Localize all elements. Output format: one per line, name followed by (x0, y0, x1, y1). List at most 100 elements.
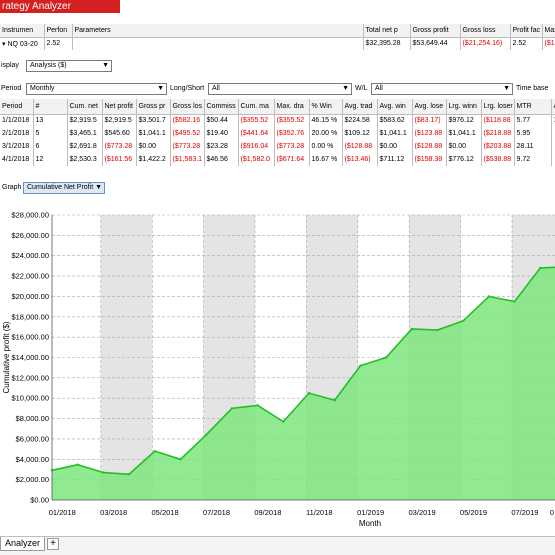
window-title: rategy Analyzer (0, 0, 120, 13)
period-cell: $1,422.2 (136, 153, 171, 166)
y-tick-label: $8,000.00 (16, 414, 49, 423)
period-header-cell[interactable]: Lrg. winn (446, 99, 482, 115)
header-gross-profit[interactable]: Gross profit (410, 24, 461, 38)
wl-select[interactable]: All ▼ (371, 83, 513, 95)
x-tick-label: 03/2018 (100, 508, 127, 517)
period-header-cell[interactable]: Gross los (170, 99, 205, 115)
period-cell: $583.62 (377, 114, 413, 127)
profit-factor-cell: 2.52 (510, 37, 543, 50)
period-cell: $1,041.1 (446, 127, 482, 140)
period-header-cell[interactable]: # (33, 99, 68, 115)
period-row[interactable]: 3/1/2018 6 $2,691.8 ($773.28 $0.00 ($773.28 $2… (0, 140, 555, 153)
header-performance[interactable]: Perfon (44, 24, 73, 38)
period-cell: $0.00 (446, 140, 482, 153)
period-cell: $19.40 (204, 127, 239, 140)
y-tick-label: $18,000.00 (11, 312, 49, 321)
graph-row: Graph Cumulative Net Profit ▼ (0, 182, 555, 195)
period-header-cell[interactable]: Avg. trad (342, 99, 378, 115)
y-tick-label: $14,000.00 (11, 353, 49, 362)
period-header-cell[interactable]: Avg. win (377, 99, 413, 115)
instrument-header-row: Instrumen Perfon Parameters Total net p … (0, 24, 555, 38)
header-parameters[interactable]: Parameters (72, 24, 364, 38)
instrument-row[interactable]: ▾ NQ 03-20 2.52 $32,395.28 $53,649.44 ($… (0, 37, 555, 50)
y-tick-label: $20,000.00 (11, 292, 49, 301)
period-header-cell[interactable]: % Win (309, 99, 343, 115)
period-header-cell[interactable]: MTR (514, 99, 552, 115)
chart-svg: $0.00 $2,000.00 $4,000.00 $6,000.00 $8,000.0… (2, 211, 555, 528)
graph-select-value: Cumulative Net Profit (27, 184, 94, 191)
period-cell: ($495.52 (170, 127, 205, 140)
period-header-cell[interactable]: Avg. lose (412, 99, 447, 115)
period-header-row: Period # Cum. net Net profit Gross pr Gross l… (0, 99, 555, 115)
header-total-net[interactable]: Total net p (363, 24, 411, 38)
period-cell: $0.00 (377, 140, 413, 153)
y-tick-label: $6,000.00 (16, 434, 49, 443)
title-bar-background (120, 0, 555, 13)
timebase-label: Time base (516, 85, 549, 92)
period-cell: 1 (551, 114, 555, 127)
tab-analyzer[interactable]: Analyzer (0, 537, 46, 551)
header-max[interactable]: Max. (542, 24, 555, 38)
period-cell: ($83.17) (412, 114, 447, 127)
period-header-cell[interactable]: Max. dra (274, 99, 310, 115)
x-tick-label: 07/2018 (203, 508, 230, 517)
header-instrument[interactable]: Instrumen (0, 24, 45, 38)
x-tick-label: 07/2019 (511, 508, 538, 517)
wl-label: W/L (355, 85, 368, 92)
x-tick-label: 01/2019 (357, 508, 384, 517)
period-select[interactable]: Monthly ▼ (26, 83, 167, 95)
graph-select[interactable]: Cumulative Net Profit ▼ (23, 182, 105, 194)
data-point (256, 404, 259, 407)
period-cell (551, 127, 555, 140)
period-cell: $50.44 (204, 114, 239, 127)
data-point (307, 391, 311, 395)
period-cell: $776.12 (446, 153, 482, 166)
graph-label: Graph (2, 184, 22, 191)
period-cell: $1,041.1 (377, 127, 413, 140)
data-point (410, 327, 413, 331)
period-header-cell[interactable]: Ave (551, 99, 555, 115)
period-header-cell[interactable]: Net profit (102, 99, 137, 115)
period-cell: ($538.88 (481, 153, 515, 166)
period-cell: 4/1/2018 (0, 153, 34, 166)
period-cell: 16.67 % (309, 153, 343, 166)
period-cell: ($916.04 (238, 140, 275, 153)
period-header-cell[interactable]: Commiss (204, 99, 239, 115)
row-expander-icon[interactable]: ▾ (2, 40, 8, 48)
data-point (127, 473, 131, 476)
period-cell: ($158.38 (412, 153, 447, 166)
period-cell: ($773.28 (274, 140, 310, 153)
y-tick-label: $16,000.00 (11, 333, 49, 342)
header-gross-loss[interactable]: Gross loss (460, 24, 511, 38)
period-header-cell[interactable]: Period (0, 99, 34, 115)
data-point (102, 471, 105, 474)
y-tick-label: $24,000.00 (11, 251, 49, 260)
period-cell: ($203.88 (481, 140, 515, 153)
display-select[interactable]: Analysis ($) ▼ (26, 60, 112, 72)
longshort-select[interactable]: All ▼ (208, 83, 352, 95)
period-cell: $3,501.7 (136, 114, 171, 127)
data-point (282, 420, 285, 423)
period-row[interactable]: 4/1/2018 12 $2,530.3 ($161.56 $1,422.2 ($1,58… (0, 153, 555, 166)
period-cell: 9.72 (514, 153, 552, 166)
period-cell: ($1,583.1 (170, 153, 205, 166)
period-cell: ($128.88 (412, 140, 447, 153)
period-header-cell[interactable]: Lrg. loser (481, 99, 515, 115)
period-cell: 5 (33, 127, 68, 140)
period-header-cell[interactable]: Cum. net (67, 99, 103, 115)
period-header-cell[interactable]: Gross pr (136, 99, 171, 115)
x-tick-label: 01/2018 (49, 508, 76, 517)
period-header-cell[interactable]: Cum. ma (238, 99, 275, 115)
add-tab-button[interactable]: + (47, 538, 59, 550)
period-cell: 2/1/2018 (0, 127, 34, 140)
x-tick-label: 11/2018 (306, 508, 333, 517)
y-tick-label: $12,000.00 (11, 373, 49, 382)
header-profit-factor[interactable]: Profit fac (510, 24, 543, 38)
data-point (539, 266, 542, 270)
period-cell: ($161.56 (102, 153, 137, 166)
period-cell: 0.00 % (309, 140, 343, 153)
period-row[interactable]: 1/1/2018 13 $2,919.5 $2,919.5 $3,501.7 ($582.… (0, 114, 555, 127)
period-row[interactable]: 2/1/2018 5 $3,465.1 $545.60 $1,041.1 ($495.52… (0, 127, 555, 140)
period-cell: $711.12 (377, 153, 413, 166)
chevron-down-icon: ▼ (95, 184, 102, 191)
